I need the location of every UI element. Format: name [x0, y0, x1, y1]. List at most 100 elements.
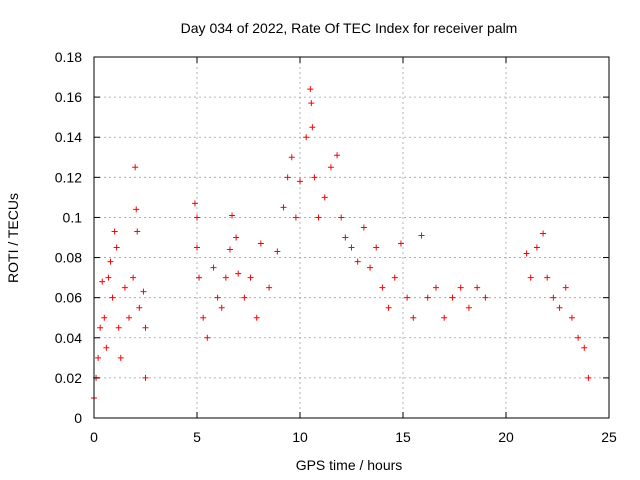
data-point — [200, 314, 207, 321]
data-point — [280, 204, 287, 211]
data-point — [482, 294, 489, 301]
grid-lines — [94, 57, 609, 418]
data-point — [257, 240, 264, 247]
plot-frame — [93, 56, 610, 419]
data-point — [191, 200, 198, 207]
x-tick-label: 20 — [498, 429, 514, 445]
y-tick-label: 0.04 — [55, 330, 82, 346]
data-point — [214, 294, 221, 301]
data-point — [105, 274, 112, 281]
data-point — [111, 228, 118, 235]
data-point — [391, 274, 398, 281]
data-point — [226, 246, 233, 253]
y-tick-label: 0.1 — [63, 209, 83, 225]
data-point — [449, 294, 456, 301]
data-point — [97, 324, 104, 331]
data-point — [297, 178, 303, 185]
data-point — [247, 274, 254, 281]
data-point — [235, 270, 242, 277]
data-point — [533, 244, 540, 251]
data-point — [544, 274, 551, 281]
data-point — [309, 124, 316, 131]
data-point — [117, 354, 124, 361]
data-point — [321, 194, 328, 201]
data-point — [253, 314, 260, 321]
data-point — [218, 304, 225, 311]
data-point — [373, 244, 380, 251]
data-point — [142, 374, 149, 381]
data-point — [334, 152, 341, 159]
data-point — [562, 284, 569, 291]
y-tick-label: 0.06 — [55, 290, 82, 306]
x-tick-label: 10 — [292, 429, 308, 445]
data-point — [568, 314, 575, 321]
data-point — [307, 86, 314, 93]
data-point — [194, 214, 200, 221]
x-tick-label: 5 — [193, 429, 201, 445]
y-axis-label: ROTI / TECUs — [5, 193, 21, 283]
data-point — [133, 206, 140, 213]
data-point — [288, 154, 295, 161]
data-point — [441, 314, 448, 321]
y-tick-label: 0 — [74, 410, 82, 426]
data-point — [315, 214, 322, 221]
data-point — [113, 244, 120, 251]
y-tick-label: 0.16 — [55, 89, 82, 105]
data-point — [540, 230, 547, 237]
y-tick-label: 0.12 — [55, 169, 82, 185]
data-point — [556, 304, 563, 311]
data-point — [107, 258, 114, 265]
data-point — [130, 274, 137, 281]
data-point — [284, 174, 291, 181]
x-tick-labels: 0 5 10 15 20 25 — [90, 429, 617, 445]
y-tick-label: 0.08 — [55, 250, 82, 266]
data-point — [581, 344, 588, 351]
data-point — [115, 324, 122, 331]
data-point — [140, 288, 147, 295]
data-point — [210, 264, 217, 271]
data-point — [342, 234, 349, 241]
data-point — [308, 100, 315, 107]
data-point — [109, 294, 116, 301]
data-point — [292, 214, 299, 221]
data-point — [465, 304, 472, 311]
y-tick-label: 0.14 — [55, 129, 82, 145]
data-point — [338, 214, 345, 221]
y-tick-labels: 0 0.02 0.04 0.06 0.08 0.1 0.12 0.14 0.16 0.18 — [55, 49, 82, 426]
data-point — [385, 304, 392, 311]
data-point — [550, 294, 557, 301]
data-point — [134, 228, 141, 235]
data-point — [474, 284, 481, 291]
data-point — [241, 294, 248, 301]
data-point — [404, 294, 411, 301]
data-point — [99, 278, 106, 285]
data-point — [103, 344, 110, 351]
data-point — [410, 314, 417, 321]
data-point — [126, 314, 133, 321]
x-axis-label: GPS time / hours — [296, 457, 403, 473]
data-point — [222, 274, 229, 281]
y-tick-label: 0.18 — [55, 49, 82, 65]
data-point — [204, 334, 211, 341]
data-point — [360, 224, 367, 231]
data-points — [91, 86, 592, 401]
data-point — [233, 234, 240, 241]
data-point — [432, 284, 439, 291]
y-tick-label: 0.02 — [55, 370, 82, 386]
data-point — [367, 264, 374, 271]
data-point — [196, 274, 203, 281]
data-point — [274, 248, 281, 255]
data-point — [379, 284, 386, 291]
data-point — [101, 314, 108, 321]
data-point — [418, 232, 425, 239]
data-point — [142, 324, 149, 331]
data-point — [229, 212, 236, 219]
data-point — [585, 374, 592, 381]
data-point — [121, 284, 128, 291]
data-point — [95, 354, 102, 361]
data-point — [575, 334, 582, 341]
x-tick-label: 25 — [601, 429, 617, 445]
x-tick-label: 0 — [90, 429, 98, 445]
